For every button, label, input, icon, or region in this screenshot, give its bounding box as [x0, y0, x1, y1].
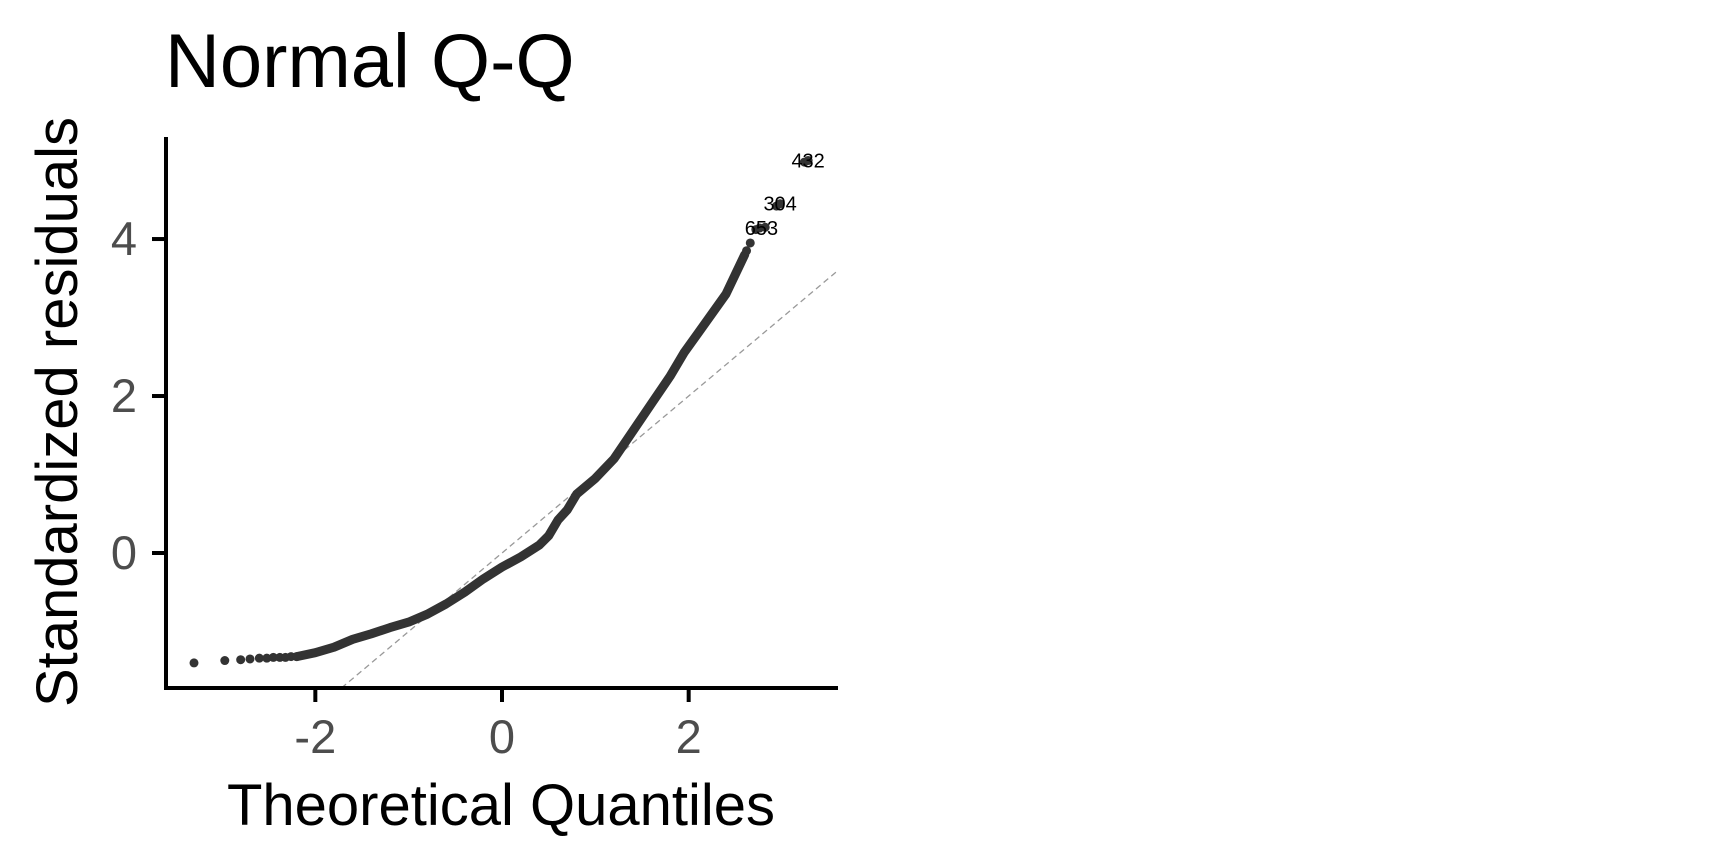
data-point: [803, 156, 813, 166]
data-point: [292, 652, 302, 662]
data-point: [220, 656, 230, 666]
point-label: 432: [791, 151, 824, 173]
point-label: 653: [745, 218, 778, 240]
y-axis-ticks: 0 2 4: [111, 212, 164, 579]
data-point: [236, 655, 246, 665]
y-tick-label: 0: [111, 526, 137, 579]
data-point: [189, 658, 199, 668]
x-tick-label: 0: [489, 710, 515, 763]
data-point: [268, 652, 278, 662]
y-axis-title: Standardized residuals: [25, 117, 90, 707]
data-point: [245, 654, 255, 664]
x-axis-title: Theoretical Quantiles: [227, 773, 775, 838]
residual-point-band: [292, 250, 750, 662]
data-point: [262, 653, 272, 663]
data-point: [745, 238, 755, 248]
y-tick-label: 2: [111, 369, 137, 422]
x-tick-label: 2: [676, 710, 702, 763]
point-label: 304: [763, 194, 796, 216]
data-point: [742, 246, 752, 256]
data-point: [254, 653, 264, 663]
data-point: [775, 199, 785, 209]
data-point: [760, 222, 770, 232]
x-tick-label: -2: [294, 710, 336, 763]
y-tick-label: 4: [111, 212, 137, 265]
chart-title: Normal Q-Q: [165, 19, 575, 104]
x-axis-ticks: -2 0 2: [294, 690, 702, 763]
